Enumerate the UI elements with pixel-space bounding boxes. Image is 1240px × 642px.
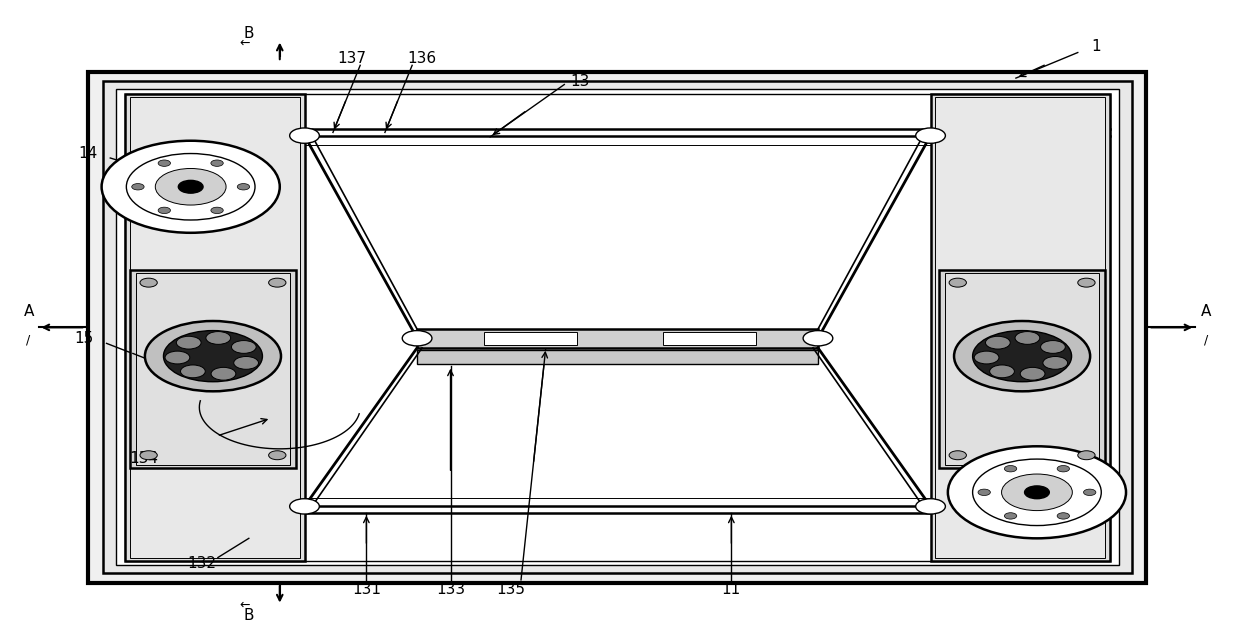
Text: ←: ← bbox=[239, 37, 250, 49]
Circle shape bbox=[1078, 451, 1095, 460]
Bar bbox=[484, 332, 577, 345]
Bar bbox=[417, 350, 818, 364]
Bar bbox=[130, 97, 300, 558]
Circle shape bbox=[949, 278, 966, 287]
Circle shape bbox=[915, 128, 945, 143]
Circle shape bbox=[269, 451, 286, 460]
Circle shape bbox=[140, 451, 157, 460]
Text: 133: 133 bbox=[436, 582, 465, 597]
Circle shape bbox=[234, 356, 258, 369]
Circle shape bbox=[915, 499, 945, 514]
Text: 15: 15 bbox=[74, 331, 94, 347]
Text: /: / bbox=[1204, 334, 1209, 347]
Circle shape bbox=[402, 331, 432, 346]
Circle shape bbox=[102, 141, 280, 233]
Text: 135: 135 bbox=[497, 582, 526, 597]
Text: ←: ← bbox=[239, 599, 250, 612]
Circle shape bbox=[804, 331, 833, 346]
Bar bbox=[945, 273, 1099, 465]
Circle shape bbox=[990, 365, 1014, 377]
Text: 134: 134 bbox=[129, 451, 159, 466]
Circle shape bbox=[1058, 465, 1070, 472]
Circle shape bbox=[1078, 278, 1095, 287]
Circle shape bbox=[972, 459, 1101, 526]
Circle shape bbox=[290, 128, 320, 143]
Circle shape bbox=[1002, 474, 1073, 510]
Text: B: B bbox=[243, 26, 254, 41]
Bar bbox=[417, 329, 818, 348]
Bar bbox=[117, 89, 1118, 565]
Circle shape bbox=[131, 184, 144, 190]
Circle shape bbox=[1004, 513, 1017, 519]
Bar bbox=[125, 94, 305, 560]
Circle shape bbox=[140, 278, 157, 287]
Text: 132: 132 bbox=[187, 557, 216, 571]
Circle shape bbox=[159, 207, 170, 214]
Text: 131: 131 bbox=[352, 582, 381, 597]
Circle shape bbox=[211, 207, 223, 214]
Circle shape bbox=[1084, 489, 1096, 496]
Circle shape bbox=[972, 331, 1071, 382]
Bar bbox=[663, 332, 756, 345]
Circle shape bbox=[206, 331, 231, 344]
Circle shape bbox=[126, 153, 255, 220]
Circle shape bbox=[1016, 331, 1040, 344]
Circle shape bbox=[949, 451, 966, 460]
Circle shape bbox=[155, 168, 226, 205]
Circle shape bbox=[237, 184, 249, 190]
Circle shape bbox=[211, 367, 236, 380]
Circle shape bbox=[954, 321, 1090, 392]
Circle shape bbox=[165, 351, 190, 364]
Bar bbox=[930, 94, 1110, 560]
Circle shape bbox=[232, 340, 257, 353]
Circle shape bbox=[164, 331, 263, 382]
Bar bbox=[939, 270, 1105, 468]
Text: 11: 11 bbox=[722, 582, 742, 597]
Circle shape bbox=[986, 336, 1011, 349]
Bar bbox=[130, 270, 296, 468]
Circle shape bbox=[176, 336, 201, 349]
Circle shape bbox=[290, 499, 320, 514]
Circle shape bbox=[1040, 340, 1065, 353]
Circle shape bbox=[179, 180, 203, 193]
Text: A: A bbox=[24, 304, 33, 319]
Text: 137: 137 bbox=[337, 51, 366, 66]
Circle shape bbox=[1043, 356, 1068, 369]
Circle shape bbox=[269, 278, 286, 287]
Bar bbox=[125, 94, 1110, 560]
Text: 1: 1 bbox=[1091, 39, 1101, 54]
Text: A: A bbox=[1202, 304, 1211, 319]
Circle shape bbox=[159, 160, 170, 166]
Text: /: / bbox=[26, 334, 31, 347]
Circle shape bbox=[1004, 465, 1017, 472]
Text: 14: 14 bbox=[78, 146, 98, 161]
Circle shape bbox=[1024, 486, 1049, 499]
Bar bbox=[88, 72, 1146, 583]
Bar bbox=[935, 97, 1105, 558]
Bar bbox=[136, 273, 290, 465]
Circle shape bbox=[145, 321, 281, 392]
Circle shape bbox=[947, 446, 1126, 539]
Circle shape bbox=[975, 351, 999, 364]
Circle shape bbox=[978, 489, 991, 496]
Text: B: B bbox=[243, 607, 254, 623]
Text: 136: 136 bbox=[408, 51, 436, 66]
Circle shape bbox=[1021, 367, 1045, 380]
Text: 13: 13 bbox=[570, 74, 590, 89]
Circle shape bbox=[1058, 513, 1070, 519]
Circle shape bbox=[181, 365, 206, 377]
Circle shape bbox=[211, 160, 223, 166]
Bar bbox=[103, 82, 1132, 573]
